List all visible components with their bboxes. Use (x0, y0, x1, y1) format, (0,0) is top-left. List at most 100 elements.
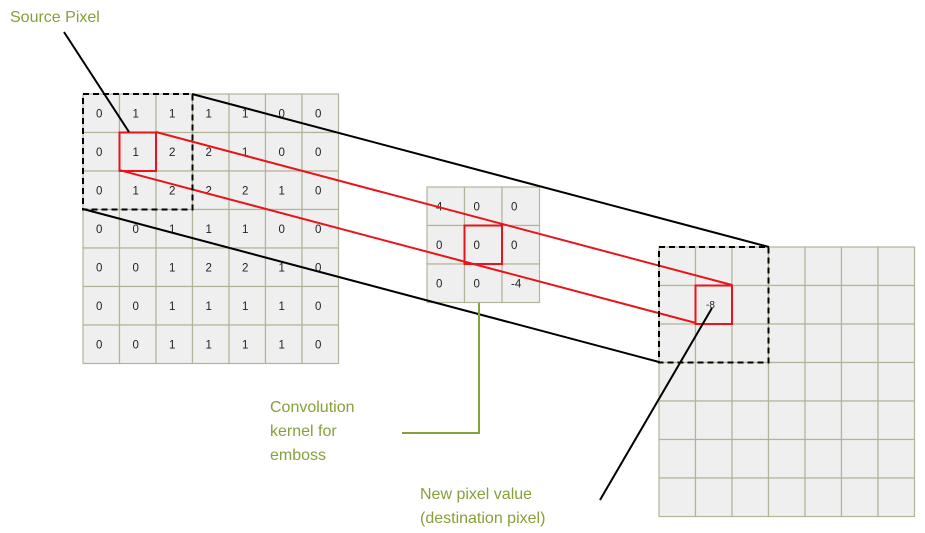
source-cell-value: 1 (169, 339, 175, 351)
kernel-cell (426, 263, 466, 304)
destination-window-outline (658, 246, 770, 364)
destination-cell (767, 323, 806, 364)
source-cell (301, 208, 340, 249)
destination-cell (658, 323, 697, 364)
source-cell-value: 1 (242, 339, 248, 351)
destination-cell (877, 284, 916, 325)
source-cell (264, 324, 303, 365)
kernel-cell-value: 0 (436, 278, 442, 290)
kernel-cell-value: -4 (511, 278, 522, 290)
source-cell-value: 1 (279, 339, 285, 351)
destination-cell (804, 400, 843, 441)
destination-cell (840, 284, 879, 325)
source-cell-value: 2 (242, 185, 248, 197)
source-cell-value: 1 (242, 224, 248, 236)
destination-cell (840, 361, 879, 402)
kernel-cell-value: 0 (436, 240, 442, 252)
destination-cell (658, 400, 697, 441)
source-cell-value: 0 (315, 185, 321, 197)
destination-cell (731, 438, 770, 479)
kernel-label-pointer (402, 303, 480, 434)
source-cell (191, 247, 230, 288)
source-cell-value: 2 (242, 262, 248, 274)
destination-cell (767, 246, 806, 287)
source-cell-value: 0 (279, 108, 285, 120)
pixel-mapping-line-bottom (118, 169, 697, 324)
source-pixel-pointer (63, 31, 130, 133)
source-cell-value: 0 (96, 301, 102, 313)
destination-cell (804, 361, 843, 402)
destination-cell (694, 246, 733, 287)
destination-pixel-pointer (599, 307, 713, 501)
source-cell-value: 1 (169, 224, 175, 236)
source-cell (228, 285, 267, 326)
destination-cell (767, 361, 806, 402)
source-cell-value: 0 (315, 301, 321, 313)
source-cell (301, 170, 340, 211)
source-cell-value: 1 (169, 108, 175, 120)
destination-cell (694, 477, 733, 518)
kernel-cell (463, 224, 503, 265)
source-cell-value: 1 (133, 108, 139, 120)
kernel-cell (501, 263, 541, 304)
destination-pixel-value: -8 (706, 300, 715, 311)
source-cell-value: 0 (315, 224, 321, 236)
destination-cell (731, 400, 770, 441)
source-cell-value: 0 (133, 262, 139, 274)
source-cell-value: 1 (206, 301, 212, 313)
destination-cell (658, 477, 697, 518)
destination-cell (694, 361, 733, 402)
kernel-label-line2: kernel for (270, 423, 337, 440)
source-cell-value: 2 (169, 185, 175, 197)
source-pixel-label: Source Pixel (10, 9, 100, 26)
destination-cell (731, 361, 770, 402)
destination-cell (767, 400, 806, 441)
source-cell-value: 2 (206, 185, 212, 197)
pixel-mapping-line-top (155, 131, 733, 286)
source-cell-value: 0 (96, 262, 102, 274)
source-cell-value: 1 (206, 339, 212, 351)
source-cell (118, 324, 157, 365)
destination-cell (877, 438, 916, 479)
destination-cell (877, 361, 916, 402)
source-cell-value: 1 (206, 108, 212, 120)
source-cell (82, 208, 121, 249)
kernel-label-line3: emboss (270, 447, 326, 464)
source-cell (228, 324, 267, 365)
source-cell-value: 1 (279, 301, 285, 313)
destination-cell (731, 284, 770, 325)
kernel-center-highlight (463, 224, 503, 265)
destination-cell (840, 438, 879, 479)
destination-cell (840, 400, 879, 441)
kernel-cell-value: 0 (474, 240, 480, 252)
source-cell (191, 285, 230, 326)
source-cell-value: 0 (96, 108, 102, 120)
destination-cell (767, 284, 806, 325)
source-cell-value: 1 (133, 147, 139, 159)
destination-cell (804, 246, 843, 287)
destination-cell (694, 323, 733, 364)
source-cell (155, 170, 194, 211)
destination-cell (804, 477, 843, 518)
source-pixel-highlight (118, 131, 157, 172)
destination-cell (877, 400, 916, 441)
destination-cell (694, 400, 733, 441)
kernel-cell (501, 186, 541, 227)
source-cell-value: 0 (96, 147, 102, 159)
source-cell (264, 285, 303, 326)
source-cell (228, 208, 267, 249)
source-cell-value: 1 (242, 108, 248, 120)
source-cell-value: 0 (279, 224, 285, 236)
destination-cell (877, 323, 916, 364)
source-cell-value: 0 (315, 339, 321, 351)
kernel-cell (501, 224, 541, 265)
destination-cell (767, 438, 806, 479)
destination-cell (804, 284, 843, 325)
source-cell-value: 2 (169, 147, 175, 159)
destination-label-line2: (destination pixel) (420, 510, 545, 527)
source-cell-value: 1 (279, 185, 285, 197)
source-cell-value: 2 (206, 147, 212, 159)
destination-cell (840, 477, 879, 518)
source-cell (264, 170, 303, 211)
